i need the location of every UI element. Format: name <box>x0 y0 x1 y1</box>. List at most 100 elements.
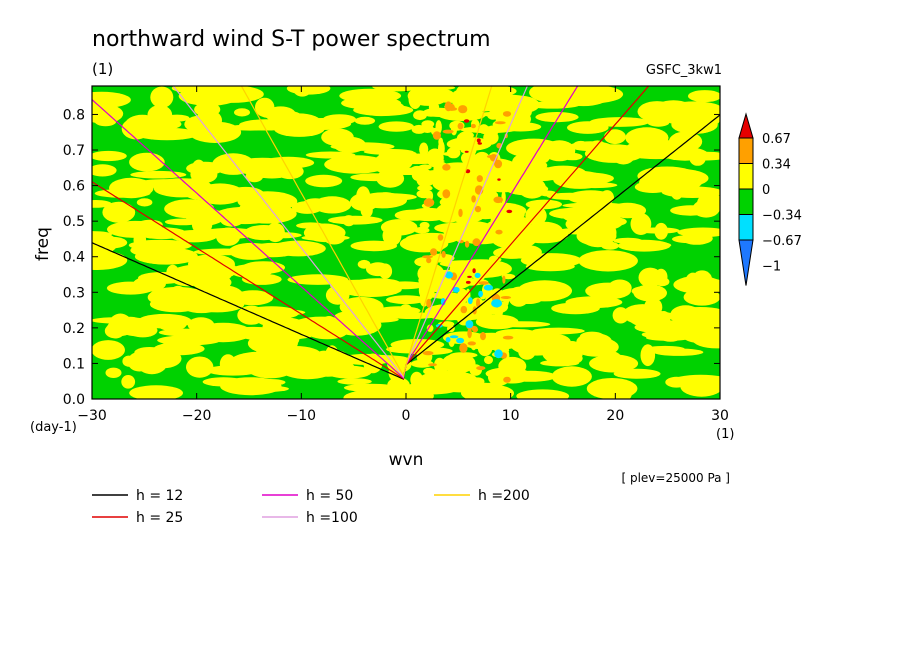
field-patch <box>329 327 351 336</box>
field-patch <box>239 119 294 131</box>
field-patch <box>556 227 607 235</box>
chart-title: northward wind S-T power spectrum <box>92 27 491 52</box>
field-patch <box>279 329 300 348</box>
field-patch <box>430 248 438 256</box>
field-patch <box>599 351 622 366</box>
field-patch <box>418 276 427 285</box>
field-patch <box>408 89 422 109</box>
field-patch <box>378 121 414 132</box>
colorbar-label: 0 <box>762 183 770 198</box>
field-patch <box>549 207 601 220</box>
field-patch <box>697 192 720 215</box>
field-patch <box>428 102 440 112</box>
field-patch <box>465 320 474 329</box>
curve-h200 <box>240 86 493 378</box>
field-patch <box>354 156 372 168</box>
legend-label: h =100 <box>306 510 358 526</box>
field-patch <box>192 159 206 177</box>
x-tick-label: −30 <box>77 408 107 424</box>
field-patch <box>421 235 433 248</box>
field-patch <box>343 389 402 399</box>
field-patch <box>136 198 153 207</box>
field-patch <box>633 284 667 302</box>
field-patch <box>476 175 483 183</box>
field-patch <box>426 298 432 308</box>
field-patch <box>459 193 473 202</box>
field-patch <box>463 176 479 184</box>
field-patch <box>457 122 464 130</box>
field-patch <box>477 86 482 90</box>
field-patch <box>647 118 670 127</box>
field-patch <box>467 275 472 278</box>
y-axis-label: freq <box>33 227 53 261</box>
field-patch <box>129 152 165 172</box>
field-patch <box>665 101 720 117</box>
field-patch <box>366 193 417 201</box>
field-patch <box>445 337 451 343</box>
field-patch <box>444 271 454 279</box>
field-patch <box>500 322 513 327</box>
field-patch <box>463 119 470 123</box>
field-patch <box>384 312 439 319</box>
field-patch <box>325 285 350 305</box>
field-patch <box>452 286 460 293</box>
field-patch <box>230 351 291 371</box>
field-patch <box>470 123 476 129</box>
plot-area: −30 −20 −10 0 10 20 30 0.00.10.20.30.40.50.60.… <box>63 85 729 424</box>
field-patch <box>441 353 476 374</box>
field-patch <box>108 330 129 337</box>
y-tick-label: 0.2 <box>63 321 85 337</box>
field-patch <box>186 356 214 378</box>
field-patch <box>483 284 493 291</box>
field-patch <box>491 299 503 308</box>
field-patch <box>500 296 512 299</box>
field-patch <box>494 308 503 318</box>
field-patch <box>416 392 429 399</box>
field-patch <box>172 272 205 287</box>
field-patch <box>630 213 652 235</box>
colorbar-label: 0.34 <box>762 158 791 173</box>
field-patch <box>480 332 486 341</box>
field-patch <box>121 375 136 389</box>
field-patch <box>461 151 477 165</box>
field-patch <box>261 232 302 239</box>
field-patch <box>677 313 720 333</box>
field-patch <box>502 159 511 176</box>
field-patch <box>468 199 474 211</box>
field-patch <box>313 196 352 214</box>
field-patch <box>449 335 459 339</box>
field-patch <box>349 216 366 224</box>
x-tick-label: 10 <box>502 408 520 424</box>
field-patch <box>434 222 474 234</box>
field-patch <box>343 383 398 392</box>
field-patch <box>502 335 514 340</box>
field-patch <box>193 248 254 256</box>
field-patch <box>692 270 712 288</box>
field-patch <box>539 190 557 197</box>
field-patch <box>442 164 451 171</box>
field-patch <box>442 129 454 134</box>
colorbar-segment <box>738 137 754 164</box>
field-patch <box>526 221 564 242</box>
field-patch <box>612 307 629 324</box>
field-patch <box>475 203 501 213</box>
colorbar-label: 0.67 <box>762 132 791 147</box>
field-patch <box>339 281 402 297</box>
field-patch <box>178 86 240 106</box>
field-patch <box>372 86 422 92</box>
field-patch <box>465 280 471 284</box>
y-tick-label: 0.8 <box>63 107 85 123</box>
x-tick-label: 0 <box>402 408 411 424</box>
field-patch <box>512 210 525 219</box>
field-patch <box>448 207 458 213</box>
field-patch <box>478 281 489 285</box>
field-patch <box>502 111 512 117</box>
field-patch <box>92 233 118 254</box>
field-patch <box>426 257 432 264</box>
field-patch <box>394 209 433 221</box>
field-patch <box>446 147 461 159</box>
field-patch <box>240 385 289 393</box>
dispersion-curves <box>92 86 720 380</box>
field-patch <box>441 250 446 258</box>
